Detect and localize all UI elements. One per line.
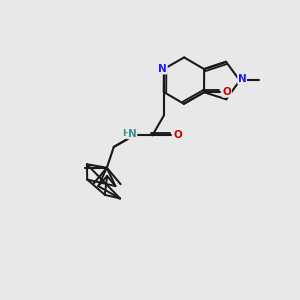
Text: H: H xyxy=(122,129,129,138)
Text: N: N xyxy=(158,64,167,74)
Text: N: N xyxy=(238,74,247,84)
Text: N: N xyxy=(128,129,137,139)
Text: O: O xyxy=(223,87,231,97)
Text: O: O xyxy=(173,130,182,140)
